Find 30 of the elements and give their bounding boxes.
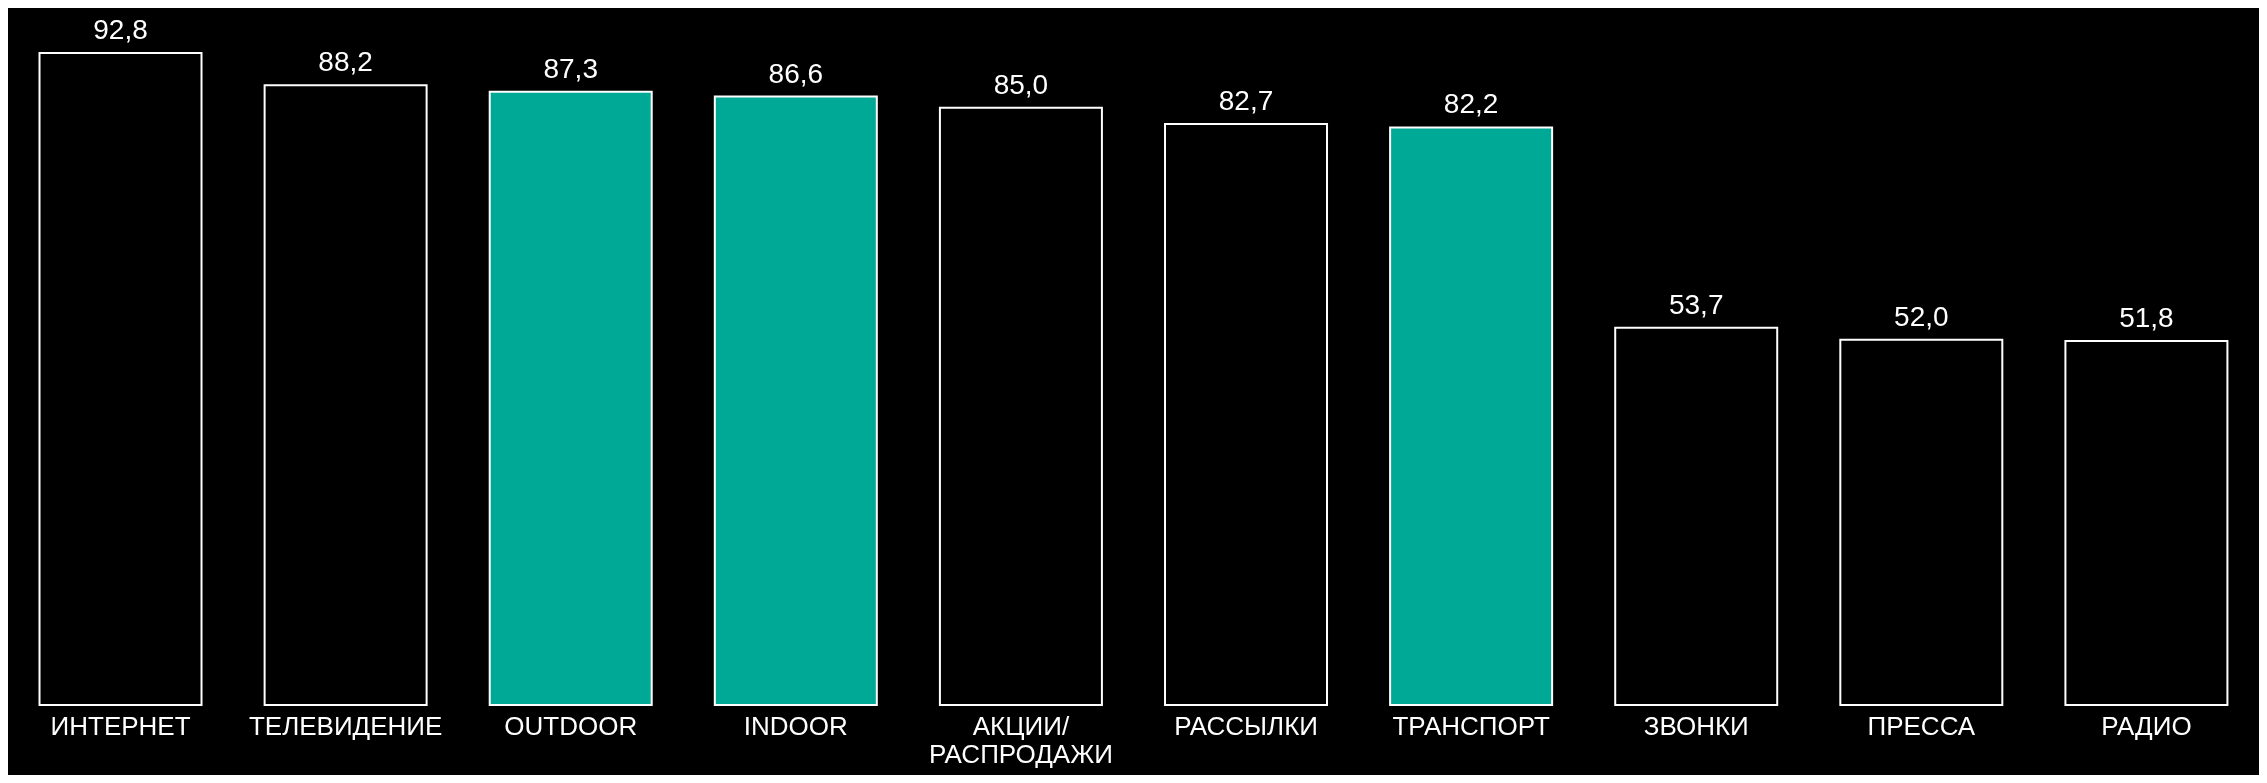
x-tick-label: ИНТЕРНЕТ: [50, 711, 191, 741]
bar: [488, 90, 653, 706]
bar: [38, 52, 203, 706]
bar: [1839, 338, 2004, 706]
bar: [1614, 326, 1779, 706]
bar: [713, 95, 878, 706]
x-tick-label: ТЕЛЕВИДЕНИЕ: [248, 711, 443, 741]
bar: [938, 106, 1103, 706]
bar: [1389, 126, 1554, 706]
bar: [2064, 340, 2229, 706]
data-label: 92,8: [93, 14, 148, 45]
x-tick-label: АКЦИИ/ РАСПРОДАЖИ: [929, 711, 1113, 769]
x-tick-label: INDOOR: [743, 711, 848, 741]
bar: [1164, 122, 1329, 706]
data-label: 82,7: [1218, 84, 1274, 116]
x-tick-label: OUTDOOR: [504, 711, 638, 741]
data-label: 51,8: [2119, 302, 2174, 334]
data-label: 53,7: [1668, 288, 1724, 320]
x-tick-label: РАДИО: [2101, 711, 2192, 741]
x-tick-label: ЗВОНКИ: [1643, 711, 1749, 741]
bar: [263, 84, 428, 706]
data-label: 86,6: [768, 57, 824, 89]
x-tick-label: ПРЕССА: [1867, 711, 1976, 741]
x-tick-label: РАССЫЛКИ: [1174, 711, 1318, 741]
data-label: 87,3: [543, 52, 598, 84]
data-label: 52,0: [1894, 300, 1949, 332]
data-label: 82,2: [1443, 88, 1499, 120]
data-label: 85,0: [993, 68, 1049, 100]
data-label: 88,2: [318, 46, 373, 78]
x-tick-label: ТРАНСПОРТ: [1392, 711, 1550, 741]
